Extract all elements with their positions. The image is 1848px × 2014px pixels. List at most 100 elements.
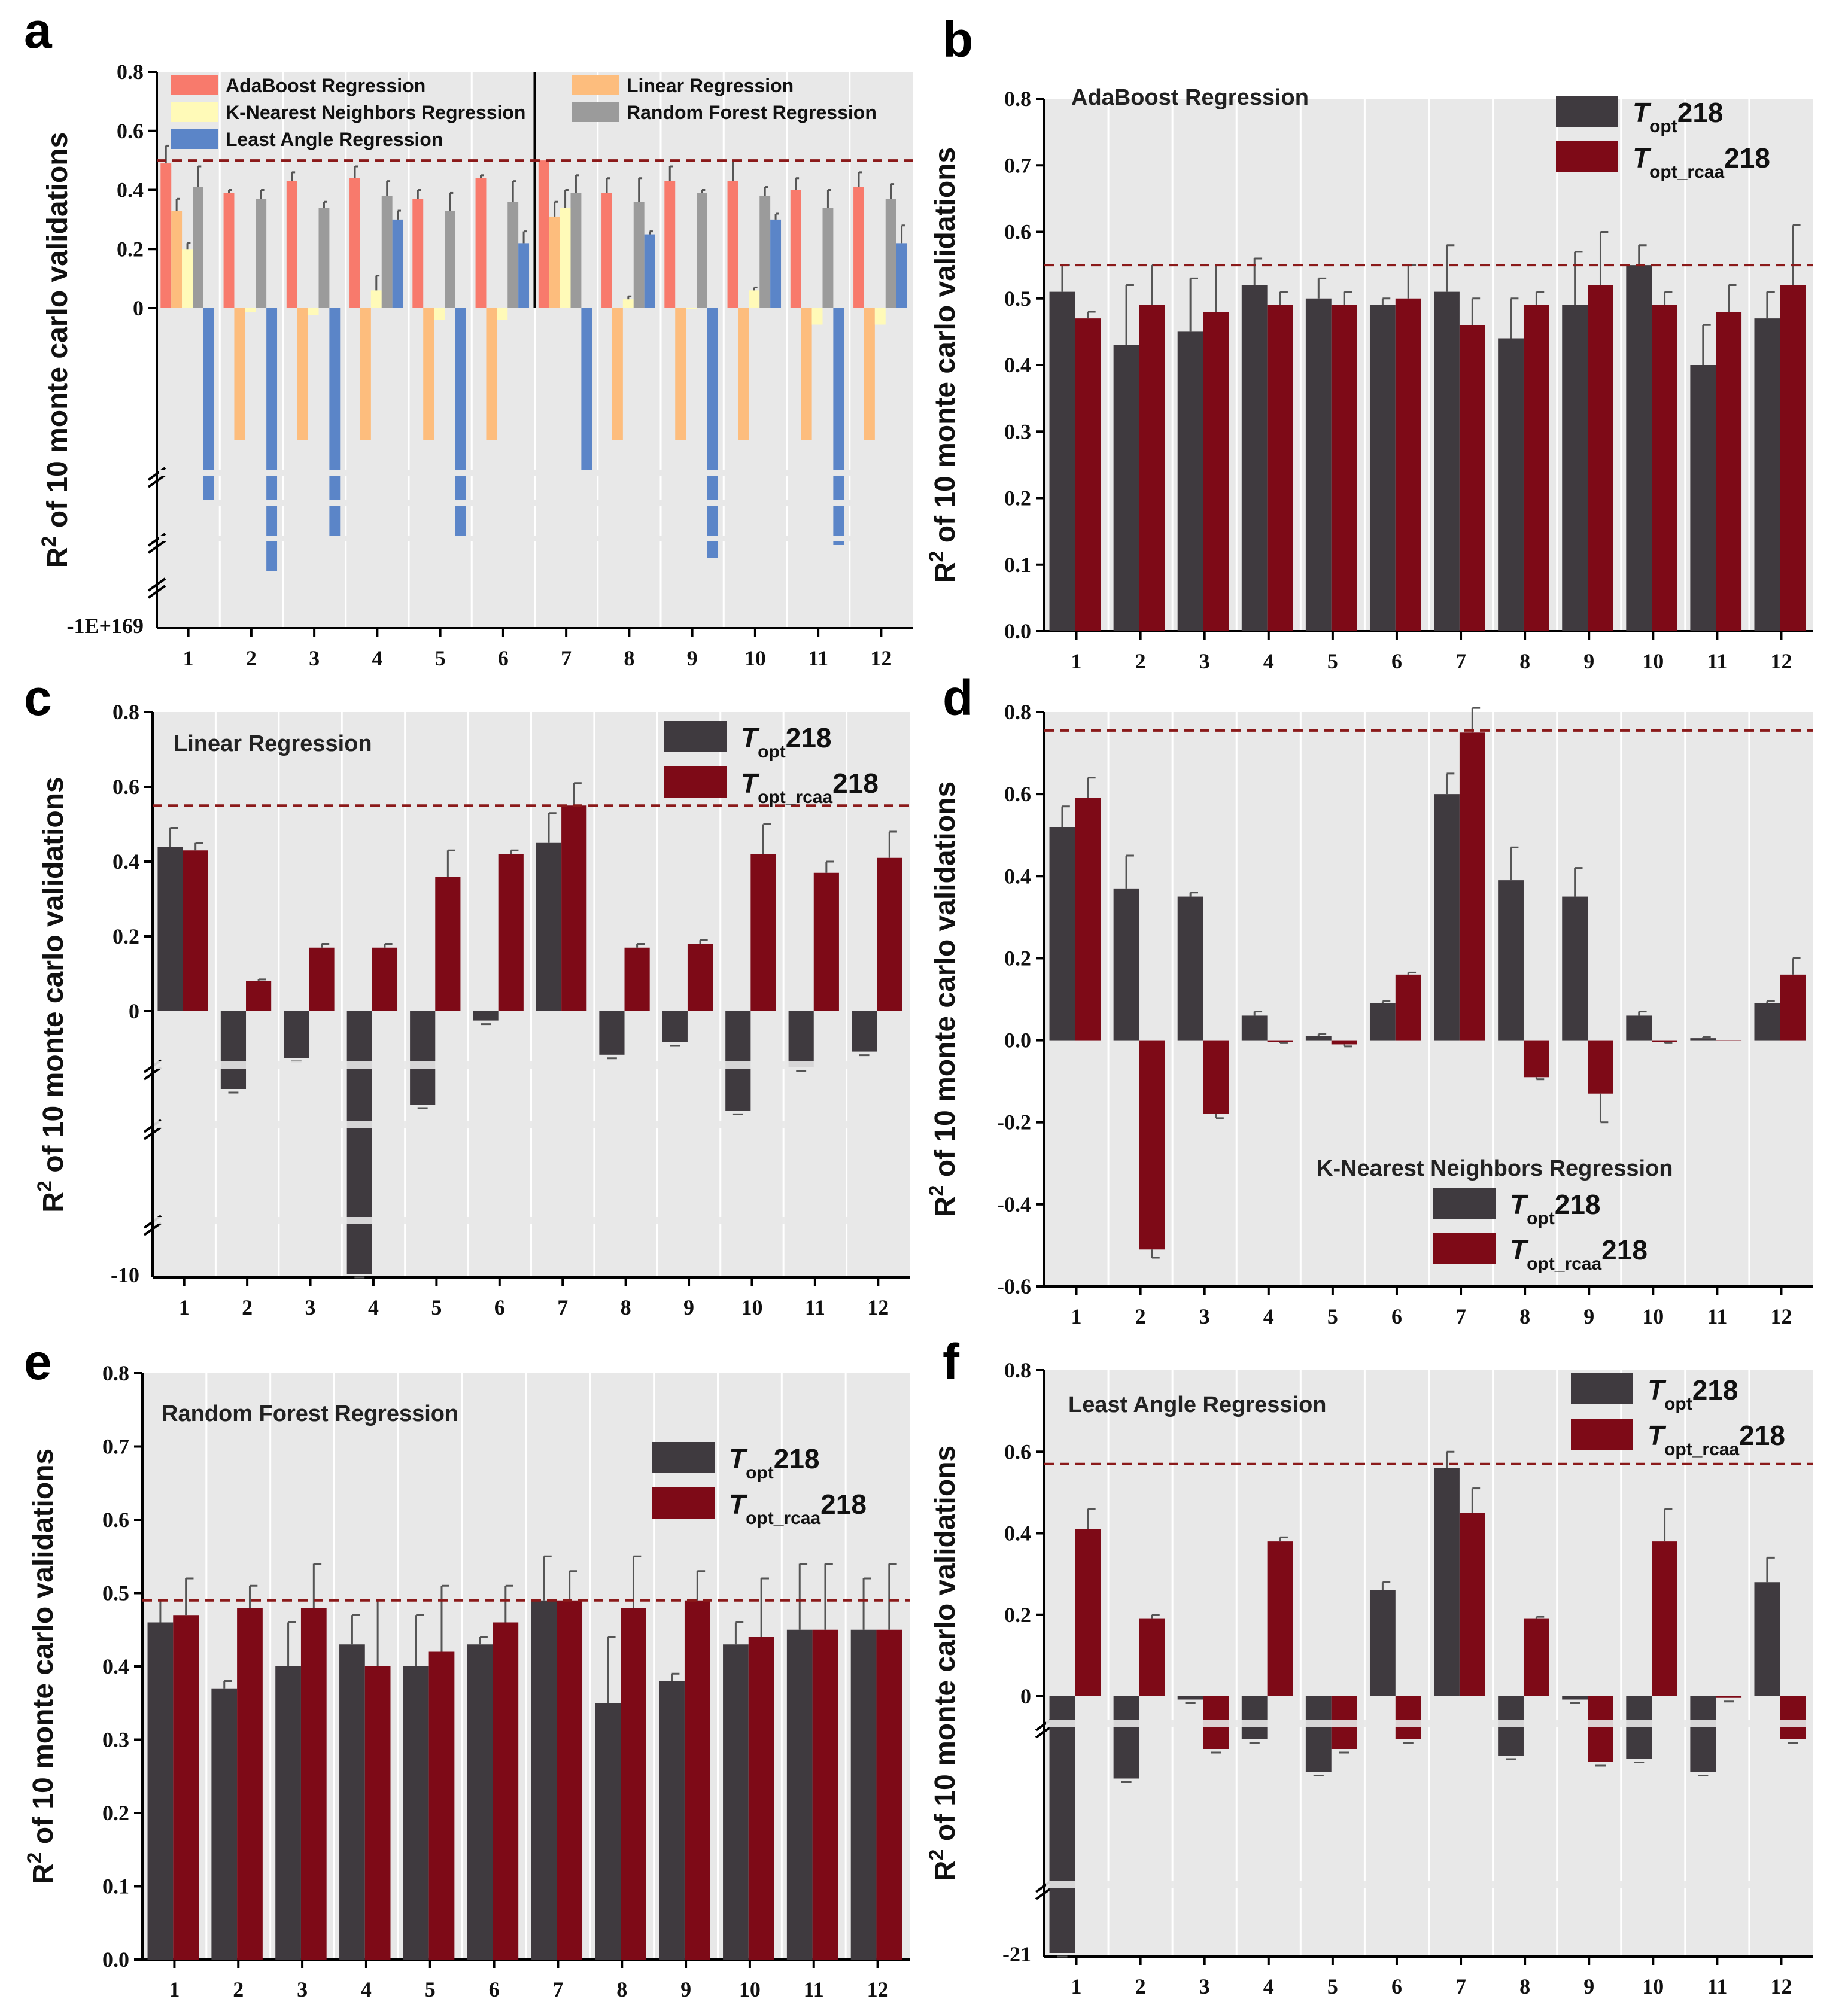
x-tick-label: 8: [1519, 1975, 1530, 1998]
bar-topt218: [725, 1011, 751, 1111]
break-gap: [159, 536, 913, 541]
bar-topt218: [1434, 291, 1460, 631]
y-tick-label: 0.4: [102, 1654, 129, 1678]
x-tick-label: 6: [494, 1295, 505, 1319]
bar-topt-rcaa218: [1523, 305, 1549, 631]
x-tick-label: 9: [1583, 649, 1594, 673]
bar-k-nearest-neighbors-regression: [749, 290, 760, 308]
y-tick-label: 0.0: [1004, 619, 1031, 643]
bar-topt218: [1626, 1015, 1652, 1041]
panel-d: 1 2 3 4 5 6 7 8 9 10 11 12d-0.6-0.4-0.20.00.20.40.6…: [943, 670, 1813, 1328]
legend-label: Least Angle Regression: [226, 129, 443, 150]
bar-topt-rcaa218: [173, 1615, 199, 1960]
bar-topt-rcaa218: [300, 1608, 327, 1960]
bar-topt218: [1241, 285, 1268, 631]
bar-adaboost-regression: [538, 160, 549, 308]
bar-topt218: [346, 1011, 372, 1274]
bar-topt-rcaa218: [1267, 1541, 1293, 1696]
x-tick-label: 11: [1707, 1304, 1727, 1328]
bar-topt-rcaa218: [1395, 974, 1421, 1041]
y-tick-label: 0.3: [102, 1728, 129, 1752]
x-tick-label: 10: [739, 1978, 761, 2001]
bar-topt-rcaa218: [687, 944, 713, 1011]
bar-k-nearest-neighbors-regression: [308, 308, 319, 315]
x-tick-label: 6: [489, 1978, 500, 2001]
bar-linear-regression: [864, 308, 875, 440]
x-tick-label: 5: [1327, 1304, 1338, 1328]
x-tick-label: 1: [1071, 649, 1082, 673]
bar-k-nearest-neighbors-regression: [497, 308, 508, 320]
x-tick-label: 1: [179, 1295, 190, 1319]
legend-swatch: [652, 1487, 715, 1519]
bar-topt-rcaa218: [1459, 325, 1485, 631]
bar-topt-rcaa218: [183, 850, 208, 1011]
legend-swatch: [664, 766, 727, 798]
bar-topt-rcaa218: [1780, 285, 1806, 631]
x-tick-label: 1: [183, 646, 194, 670]
bar-topt218: [1049, 291, 1075, 631]
x-tick-label: 3: [1199, 1304, 1210, 1328]
bar-least-angle-regression: [707, 308, 718, 558]
bar-topt218: [595, 1703, 621, 1960]
legend-label: Topt218: [1510, 1189, 1601, 1228]
y-tick-label: 0.6: [1004, 220, 1031, 244]
x-tick-label: 3: [309, 646, 320, 670]
y-tick-label: 0: [133, 296, 144, 320]
y-tick-label: 0.4: [113, 850, 139, 874]
bar-topt218: [852, 1011, 877, 1052]
x-tick-label: 6: [498, 646, 509, 670]
bar-topt-rcaa218: [876, 1629, 902, 1960]
y-tick-label: 0.8: [102, 1361, 129, 1385]
x-tick-label: 3: [297, 1978, 308, 2001]
y-tick-label: 0.7: [1004, 153, 1031, 177]
bar-topt218: [1113, 1696, 1139, 1779]
x-tick-label: 1: [1071, 1975, 1082, 1998]
bar-topt218: [1434, 1468, 1460, 1696]
bar-topt-rcaa218: [428, 1651, 455, 1960]
legend-label: Topt218: [1633, 97, 1724, 136]
legend-swatch: [1433, 1188, 1496, 1219]
break-gap: [154, 1217, 910, 1224]
legend-swatch: [171, 75, 218, 95]
bar-linear-regression: [297, 308, 308, 440]
y-tick-label: 0.6: [1004, 1440, 1031, 1464]
bar-random-forest-regression: [507, 202, 519, 308]
bar-topt-rcaa218: [561, 805, 587, 1011]
bar-adaboost-regression: [790, 190, 801, 308]
bar-random-forest-regression: [885, 199, 896, 308]
y-tick-label: 0.1: [102, 1875, 129, 1899]
bar-random-forest-regression: [256, 199, 267, 308]
legend-label: AdaBoost Regression: [226, 75, 425, 96]
legend-swatch: [1433, 1233, 1496, 1264]
y-tick-label: 0.4: [1004, 1522, 1031, 1546]
x-tick-label: 5: [425, 1978, 436, 2001]
bar-linear-regression: [612, 308, 623, 440]
legend-label: Topt218: [729, 1443, 820, 1483]
bar-topt218: [1754, 1582, 1780, 1696]
legend-label: Random Forest Regression: [627, 102, 877, 123]
bar-topt218: [659, 1681, 685, 1960]
legend-swatch: [572, 75, 619, 95]
bar-k-nearest-neighbors-regression: [182, 249, 193, 308]
y-tick-label: 0.6: [102, 1508, 129, 1532]
legend-swatch: [171, 129, 218, 149]
x-tick-label: 4: [361, 1978, 372, 2001]
x-tick-label: 4: [368, 1295, 379, 1319]
y-tick-label: 0.6: [117, 119, 144, 143]
x-tick-label: 11: [1707, 1975, 1727, 1998]
bar-topt-rcaa218: [498, 854, 524, 1011]
x-tick-label: 7: [1455, 1975, 1466, 1998]
bar-adaboost-regression: [223, 193, 235, 308]
bar-topt218: [531, 1600, 557, 1960]
y-tick-label: 0.6: [1004, 782, 1031, 806]
bar-topt-rcaa218: [1139, 305, 1165, 631]
bar-topt218: [1369, 305, 1396, 631]
y-tick-label: 0.8: [1004, 1358, 1031, 1382]
bar-topt218: [339, 1644, 365, 1960]
y-axis-label-d: R2 of 10 monte carlo validations: [925, 781, 961, 1217]
x-tick-label: 11: [1707, 649, 1727, 673]
bar-least-angle-regression: [329, 308, 341, 539]
panel-letter-a: a: [24, 2, 53, 59]
x-tick-label: 7: [1455, 649, 1466, 673]
